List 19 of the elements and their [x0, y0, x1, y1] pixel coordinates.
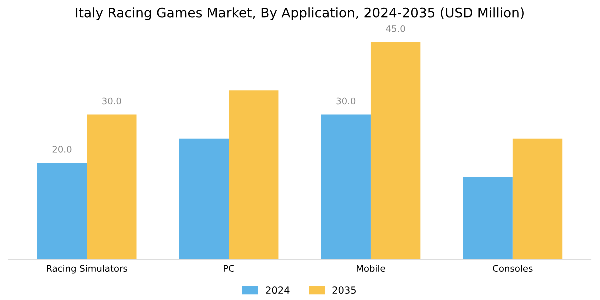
x-tick-label: Consoles — [493, 265, 533, 272]
bar — [179, 138, 230, 260]
bar — [321, 114, 371, 260]
data-label: 45.0 — [386, 25, 406, 32]
legend-label: 2035 — [332, 286, 356, 294]
bar — [463, 177, 513, 260]
data-label: 30.0 — [102, 98, 122, 105]
bar — [229, 90, 279, 260]
chart-title: Italy Racing Games Market, By Application, 2024-2035 (USD Million) — [76, 8, 524, 20]
data-label: 30.0 — [336, 98, 356, 105]
bar — [87, 114, 137, 260]
x-tick-label: Mobile — [357, 265, 386, 272]
x-tick-label: PC — [224, 265, 234, 272]
bar — [37, 162, 88, 260]
data-label: 20.0 — [52, 146, 72, 153]
bar — [370, 42, 421, 260]
legend-label: 2024 — [266, 286, 290, 294]
bar — [512, 138, 563, 260]
x-tick-label: Racing Simulators — [47, 265, 128, 274]
